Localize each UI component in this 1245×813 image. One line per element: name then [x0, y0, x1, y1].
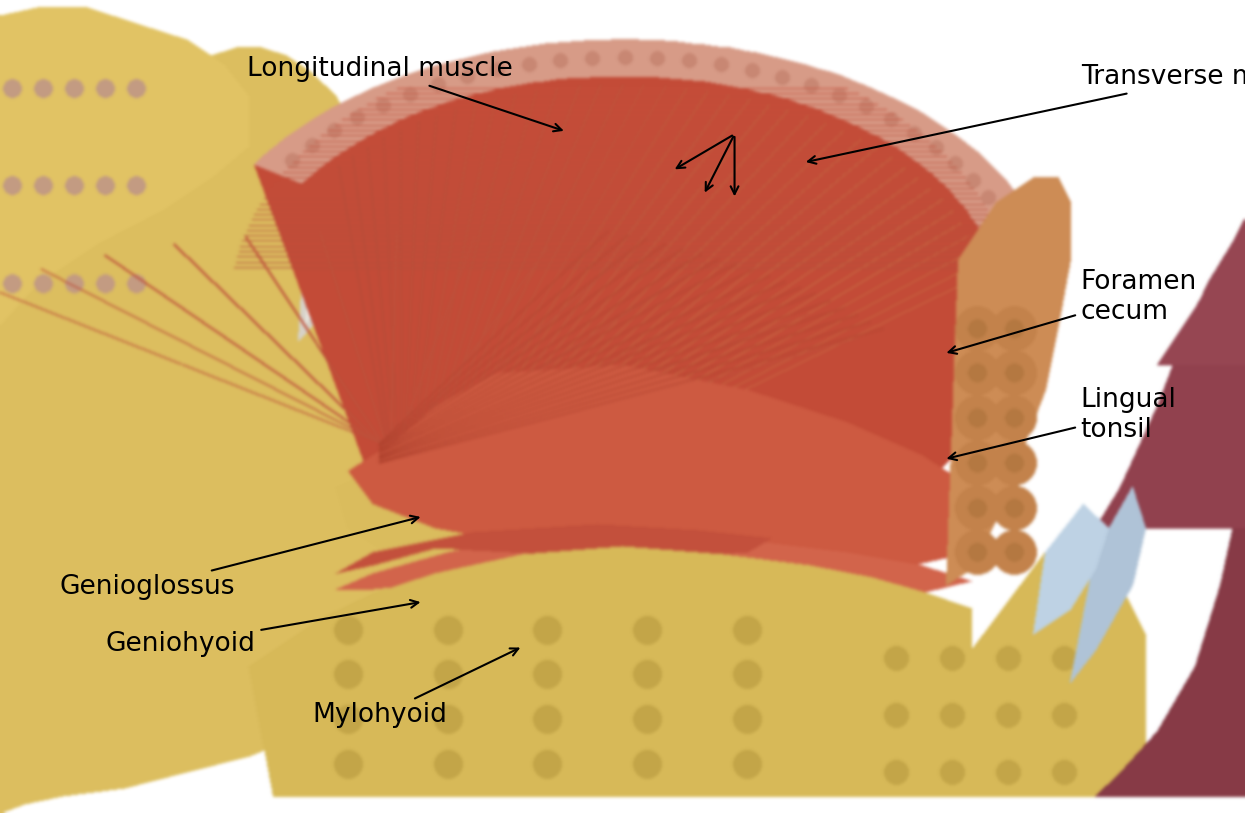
Text: Longitudinal muscle: Longitudinal muscle: [247, 56, 561, 131]
Text: Genioglossus: Genioglossus: [60, 515, 418, 600]
Text: Transverse muscle: Transverse muscle: [808, 64, 1245, 163]
Text: Geniohyoid: Geniohyoid: [106, 600, 418, 657]
Text: Mylohyoid: Mylohyoid: [312, 649, 518, 728]
Text: Lingual
tonsil: Lingual tonsil: [949, 387, 1177, 460]
Text: Foramen
cecum: Foramen cecum: [949, 269, 1196, 354]
